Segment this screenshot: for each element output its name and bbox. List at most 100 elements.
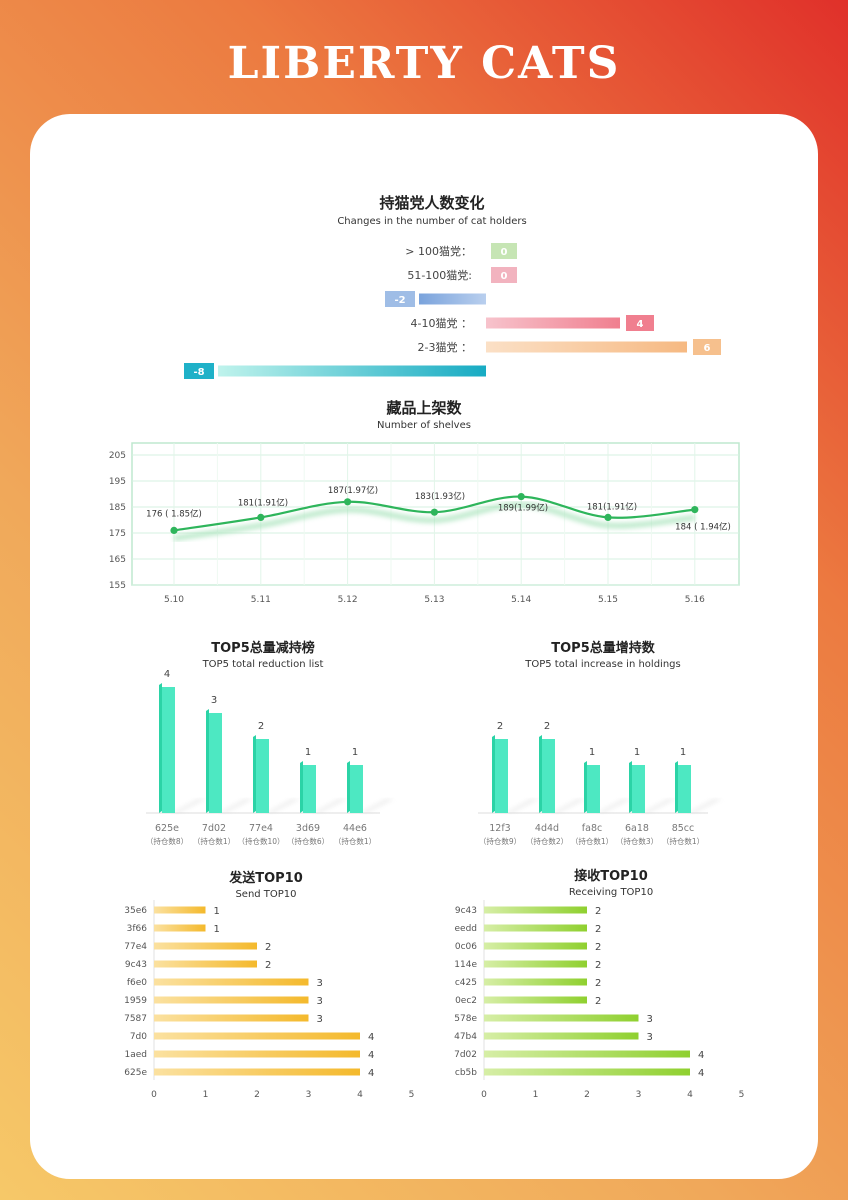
bar xyxy=(154,1068,360,1076)
x-tick-label: 1 xyxy=(533,1090,539,1100)
y-category-label: 0ec2 xyxy=(455,996,477,1006)
holder-value-box xyxy=(491,243,517,259)
holder-value-box xyxy=(626,315,654,331)
holders-title: 持猫党人数变化 xyxy=(379,194,484,212)
x-tick-label: 3 xyxy=(306,1090,312,1100)
bar-value-label: 1 xyxy=(352,747,358,758)
data-point xyxy=(604,513,612,522)
bar xyxy=(350,765,363,813)
bar-shadow xyxy=(642,799,676,813)
x-tick-label: 1 xyxy=(203,1090,209,1100)
bar xyxy=(303,765,316,813)
y-category-label: 9c43 xyxy=(455,906,477,916)
x-sublabel: （持仓数9） xyxy=(479,836,521,846)
x-tick-label: 5.10 xyxy=(164,595,184,605)
x-tick-label: 5.13 xyxy=(424,595,444,605)
bar xyxy=(484,942,587,950)
bar xyxy=(154,1050,360,1058)
holder-category-label: 4-10猫党 ： xyxy=(411,317,472,330)
bar xyxy=(495,739,508,813)
shelves-chart: 藏品上架数 Number of shelves 205 195 185 175 165 1… xyxy=(109,399,740,605)
bar-value-label: 1 xyxy=(305,747,311,758)
x-tick-label: 0 xyxy=(481,1090,487,1100)
x-sublabel: （持仓数2） xyxy=(526,836,568,846)
increase-chart: TOP5总量增持数 TOP5 total increase in holding… xyxy=(478,640,722,846)
holder-value-box xyxy=(385,291,415,307)
data-point xyxy=(257,513,265,522)
bar xyxy=(154,978,309,986)
bar-shadow xyxy=(219,799,253,813)
holder-value-box xyxy=(184,363,214,379)
y-tick-label: 185 xyxy=(109,503,126,513)
y-category-label: 7587 xyxy=(124,1014,147,1024)
bar-value-label: 2 xyxy=(544,721,550,732)
x-tick-label: 3 xyxy=(636,1090,642,1100)
x-category-label: 6a18 xyxy=(625,823,649,834)
bar-value-label: 4 xyxy=(698,1068,704,1079)
increase-title: TOP5总量增持数 xyxy=(551,640,655,656)
bar xyxy=(484,996,587,1004)
y-category-label: 7d02 xyxy=(454,1050,477,1060)
bar xyxy=(154,942,257,950)
data-label: 189(1.99亿) xyxy=(498,503,548,514)
y-tick-label: 175 xyxy=(109,529,126,539)
data-label: 187(1.97亿) xyxy=(328,485,378,496)
bar-shadow xyxy=(597,799,631,813)
bar xyxy=(484,960,587,968)
holder-category-label: > 100猫党： xyxy=(405,245,472,258)
bar-side xyxy=(675,761,678,813)
data-point xyxy=(430,508,438,516)
bar-value-label: 2 xyxy=(497,721,503,732)
data-label: 176 ( 1.85亿) xyxy=(146,508,202,519)
bar-value-label: 2 xyxy=(595,942,601,953)
bar xyxy=(484,1014,639,1022)
bar-value-label: 2 xyxy=(595,906,601,917)
y-category-label: c425 xyxy=(455,978,477,988)
holder-bar xyxy=(218,365,486,377)
y-tick-label: 165 xyxy=(109,555,126,565)
bar-shadow xyxy=(688,799,722,813)
bar-side xyxy=(253,735,256,813)
y-category-label: eedd xyxy=(455,924,478,934)
reduction-subtitle: TOP5 total reduction list xyxy=(202,659,324,670)
bar xyxy=(154,1032,360,1040)
holder-value-label: 4 xyxy=(637,319,644,330)
x-tick-label: 5.15 xyxy=(598,595,618,605)
bar-value-label: 2 xyxy=(265,942,271,953)
data-point xyxy=(691,506,699,514)
bar-shadow xyxy=(505,799,539,813)
x-sublabel: （持仓数8） xyxy=(146,836,188,846)
x-tick-label: 4 xyxy=(357,1090,363,1100)
bar-value-label: 3 xyxy=(317,978,323,989)
bar-value-label: 2 xyxy=(595,978,601,989)
x-category-label: 7d02 xyxy=(202,823,226,834)
bar-side xyxy=(492,735,495,813)
data-label: 181(1.91亿) xyxy=(238,497,288,508)
holder-category-label: 2-3猫党 ： xyxy=(418,341,472,354)
y-category-label: 9c43 xyxy=(125,960,147,970)
y-tick-label: 155 xyxy=(109,581,126,591)
holder-bar xyxy=(419,293,486,305)
x-tick-label: 2 xyxy=(254,1090,260,1100)
x-sublabel: （持仓数1） xyxy=(193,836,235,846)
bar-value-label: 1 xyxy=(680,747,686,758)
bar-value-label: 4 xyxy=(698,1050,704,1061)
bar-shadow xyxy=(313,799,347,813)
bar-value-label: 2 xyxy=(595,960,601,971)
bar-value-label: 1 xyxy=(214,924,220,935)
x-tick-label: 5.16 xyxy=(685,595,705,605)
x-tick-label: 5 xyxy=(409,1090,415,1100)
bar xyxy=(484,906,587,914)
bar xyxy=(484,1032,639,1040)
y-category-label: 114e xyxy=(454,960,477,970)
holder-value-label: 0 xyxy=(501,247,508,258)
bar-side xyxy=(629,761,632,813)
y-category-label: 625e xyxy=(124,1068,147,1078)
y-category-label: 35e6 xyxy=(124,906,147,916)
y-tick-label: 205 xyxy=(109,451,126,461)
x-sublabel: （持仓数3） xyxy=(616,836,658,846)
y-category-label: f6e0 xyxy=(127,978,147,988)
x-category-label: 77e4 xyxy=(249,823,273,834)
bar xyxy=(256,739,269,813)
y-category-label: 1959 xyxy=(124,996,147,1006)
